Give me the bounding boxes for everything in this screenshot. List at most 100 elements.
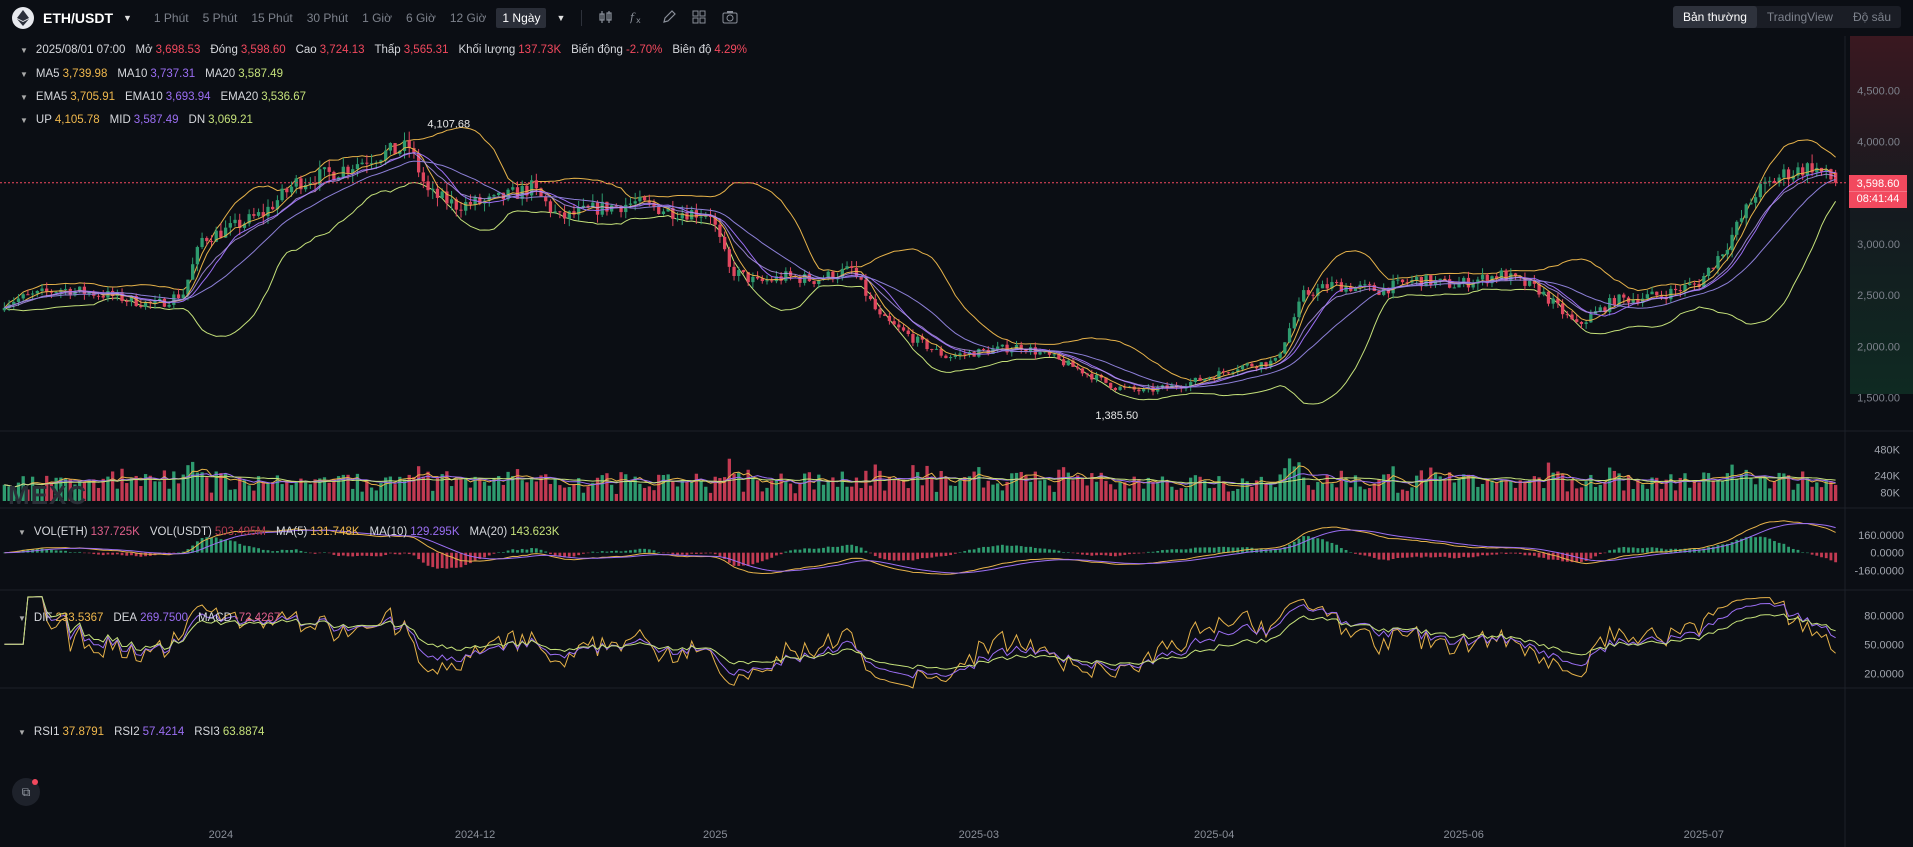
candle-body [1396, 279, 1400, 281]
candle-body [1608, 298, 1612, 312]
candle-body [525, 185, 529, 196]
volume-bar [1485, 479, 1489, 501]
candle-body [322, 167, 327, 170]
candle-body [341, 166, 345, 178]
macd-hist-bar [54, 550, 58, 553]
volume-bar [1085, 485, 1089, 501]
volume-bar [595, 477, 600, 501]
macd-hist-bar [1514, 552, 1517, 554]
candle-body [1292, 317, 1296, 329]
candle-body [854, 267, 859, 277]
candle-body [737, 270, 741, 276]
candle-body [1090, 373, 1094, 380]
macd-hist-bar [1787, 546, 1790, 553]
volume-bar [1457, 478, 1461, 501]
candle-body [1527, 280, 1532, 286]
volume-bar [1137, 479, 1141, 501]
volume-bar [464, 477, 468, 501]
candle-body [247, 214, 251, 224]
mexc-watermark: MEXC [8, 480, 88, 510]
collapse-chevron-icon[interactable]: ▼ [18, 527, 26, 537]
collapse-chevron-icon[interactable]: ▼ [20, 92, 28, 102]
candle-body [699, 216, 703, 218]
current-price: 3,598.60 [1856, 177, 1900, 190]
interval-30m[interactable]: 30 Phút [306, 11, 349, 25]
mode-depth[interactable]: Độ sâu [1852, 10, 1891, 24]
chart-canvas[interactable]: 1,500.002,000.002,500.003,000.003,500.00… [0, 36, 1913, 847]
volume-bar [548, 483, 553, 501]
macd-hist-bar [1015, 545, 1018, 553]
macd-hist-bar [1212, 547, 1216, 553]
volume-bar [1212, 487, 1216, 501]
volume-bar [953, 485, 957, 501]
macd-hist-bar [756, 552, 759, 563]
boll-up-line [4, 126, 1836, 382]
macd-hist-bar [379, 552, 383, 557]
macd-hist-bar [704, 552, 708, 554]
volume-bar [384, 477, 388, 501]
volume-bar [1170, 486, 1174, 501]
volume-bar [581, 492, 586, 501]
candle-body [1127, 386, 1132, 388]
volume-bar [454, 478, 458, 501]
interval-more-icon[interactable]: ▼ [556, 13, 566, 23]
candle-body [1372, 285, 1376, 291]
volume-label: Khối lượng [458, 44, 516, 56]
candle-body [1796, 167, 1800, 176]
symbol-name[interactable]: ETH/USDT [43, 10, 113, 26]
volume-bar [1099, 472, 1103, 501]
interval-6h[interactable]: 6 Giờ [405, 11, 436, 25]
candle-body [864, 279, 868, 296]
volume-bar [963, 477, 967, 501]
volume-bar [1104, 480, 1108, 501]
candle-body [581, 205, 586, 208]
interval-12h[interactable]: 12 Giờ [449, 11, 487, 25]
macd-hist-bar [1537, 552, 1541, 558]
interval-15m[interactable]: 15 Phút [251, 11, 293, 25]
draw-pencil-icon[interactable] [662, 9, 677, 27]
collapse-chevron-icon[interactable]: ▼ [20, 115, 28, 125]
volume-bar [633, 476, 637, 501]
high-value: 3,724.13 [319, 44, 365, 56]
macd-hist-bar [478, 552, 482, 560]
candle-body [1137, 389, 1141, 392]
volume-bar [1782, 473, 1786, 501]
interval-1d[interactable]: 1 Ngày [496, 8, 547, 28]
candle-body [1805, 163, 1810, 176]
volume-bar [1203, 480, 1207, 501]
candle-body [680, 213, 684, 219]
collapse-chevron-icon[interactable]: ▼ [18, 727, 26, 737]
symbol-dropdown-icon[interactable]: ▼ [123, 13, 132, 23]
layout-toggle-button[interactable]: ⧉ [12, 778, 40, 806]
camera-icon[interactable] [722, 10, 738, 27]
macd-hist-bar [1274, 549, 1277, 553]
volume-bar [1231, 490, 1235, 501]
candle-type-icon[interactable] [598, 10, 614, 27]
candle-body [1485, 274, 1489, 284]
collapse-chevron-icon[interactable]: ▼ [18, 613, 26, 623]
macd-hist-bar [1499, 552, 1503, 554]
volume-bar [1193, 475, 1198, 501]
mid-label: MID [109, 114, 131, 126]
macd-hist-bar [1481, 552, 1484, 556]
collapse-chevron-icon[interactable]: ▼ [20, 69, 28, 79]
candle-body [1415, 277, 1419, 280]
interval-5m[interactable]: 5 Phút [202, 11, 238, 25]
rsi1-value: 37.8791 [62, 726, 105, 738]
ema5-value: 3,705.91 [70, 91, 116, 103]
interval-1m[interactable]: 1 Phút [153, 11, 189, 25]
interval-1h[interactable]: 1 Giờ [362, 11, 392, 25]
volume-bar [788, 483, 793, 501]
volume-bar [355, 473, 360, 501]
collapse-chevron-icon[interactable]: ▼ [20, 45, 28, 55]
mode-tradingview[interactable]: TradingView [1766, 10, 1833, 24]
volume-bar [172, 471, 176, 501]
candle-body [379, 160, 383, 163]
macd-hist-bar [657, 552, 661, 553]
mode-normal[interactable]: Bản thường [1672, 6, 1757, 28]
layout-grid-icon[interactable] [692, 10, 706, 27]
volume-bar [1156, 483, 1160, 501]
high-label: Cao [295, 44, 317, 56]
macd-hist-bar [1438, 552, 1442, 557]
